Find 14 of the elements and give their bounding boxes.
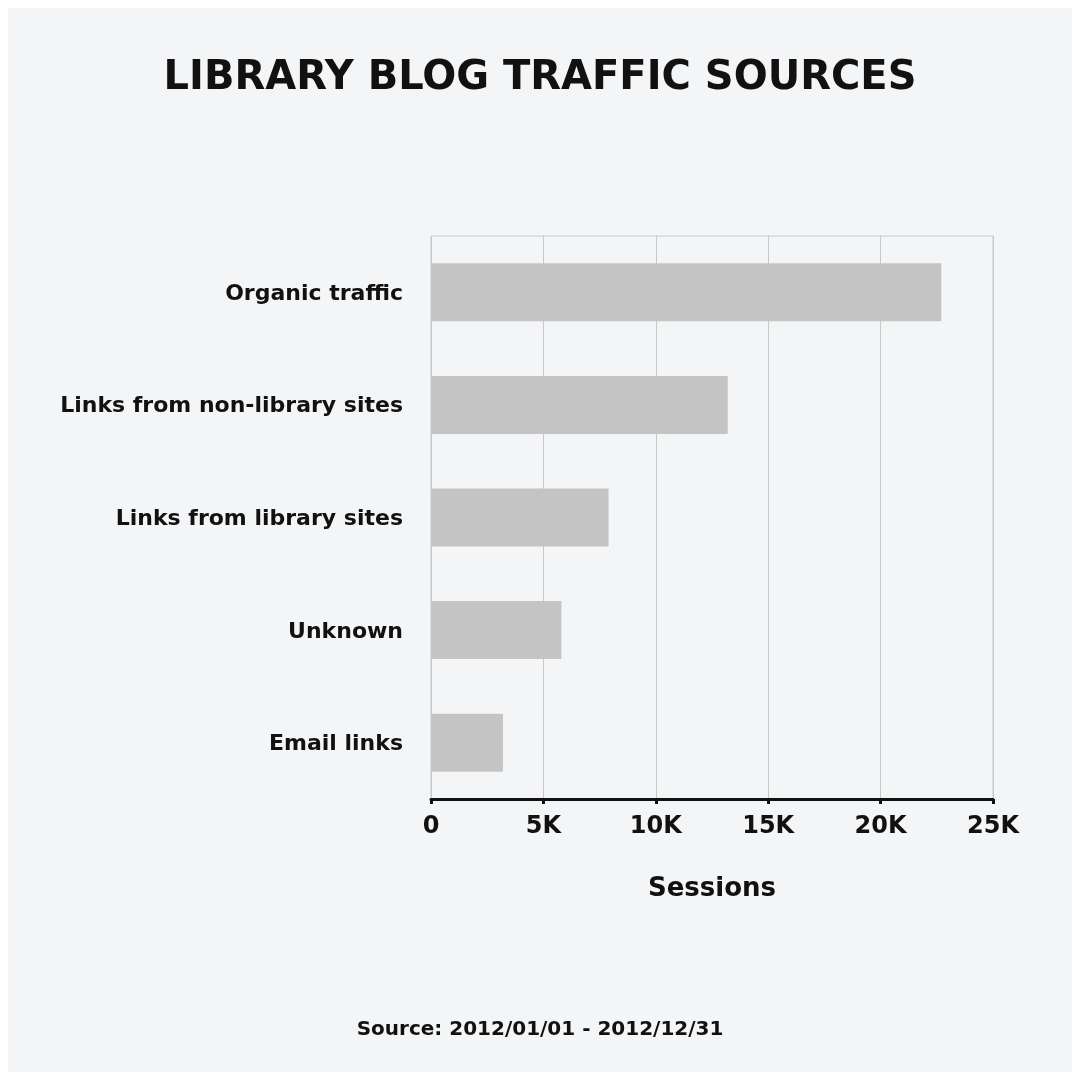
x-tick-label: 25K (967, 811, 1021, 839)
y-tick-label: Organic traffic (225, 279, 403, 305)
x-tick-label: 0 (422, 811, 440, 839)
x-axis-title: Sessions (647, 872, 777, 902)
source-note: Source: 2012/01/01 - 2012/12/31 (356, 1016, 724, 1040)
y-tick-label: Links from library sites (115, 505, 403, 530)
x-tick-label: 10K (629, 811, 684, 839)
chart-title: LIBRARY BLOG TRAFFIC SOURCES (163, 52, 917, 98)
y-tick-label: Links from non-library sites (60, 392, 403, 418)
x-tick-label: 15K (742, 811, 796, 839)
x-tick-label: 20K (854, 811, 908, 839)
x-tick-label: 5K (525, 811, 563, 839)
y-tick-label: Unknown (288, 617, 403, 643)
y-tick-label: Email links (268, 730, 403, 756)
